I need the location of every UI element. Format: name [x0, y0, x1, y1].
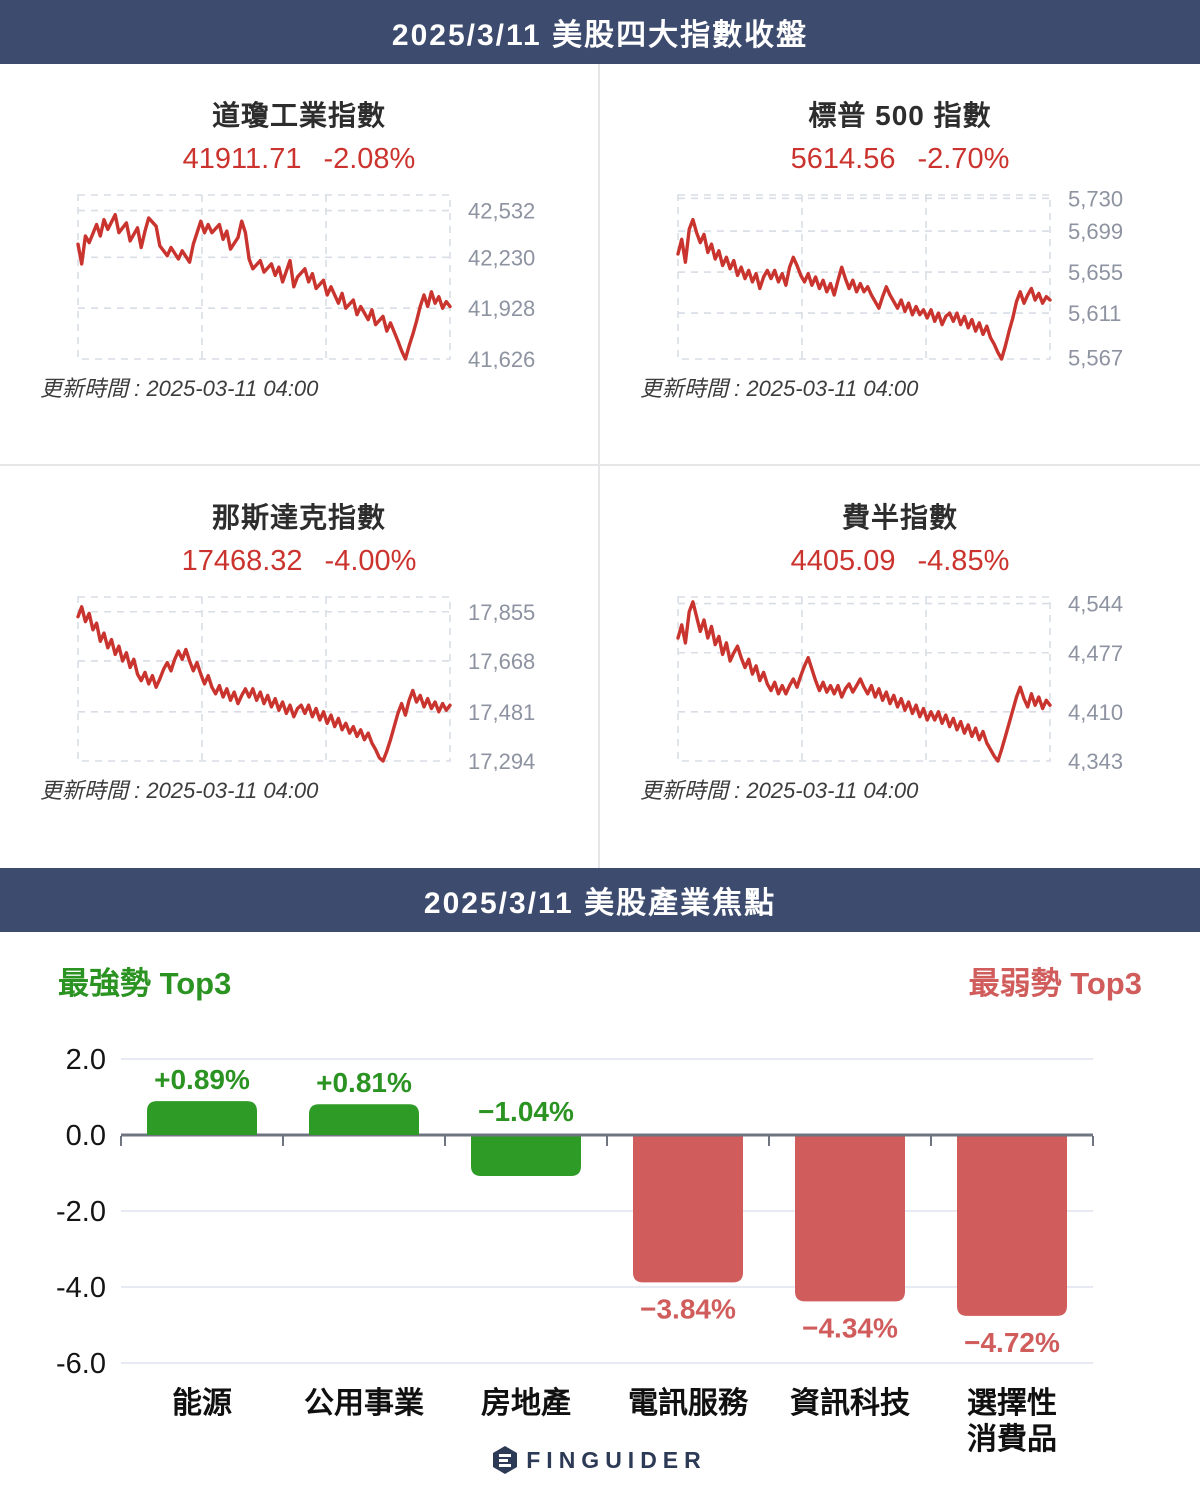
price-line	[676, 600, 1052, 763]
index-change-pct: -4.85%	[917, 545, 1010, 577]
bar-value-label: −4.34%	[802, 1312, 898, 1343]
top3-legend-row: 最強勢 Top3 最弱勢 Top3	[0, 932, 1200, 1003]
y-axis-label: 42,230	[468, 245, 535, 270]
y-axis-label: 17,481	[468, 700, 535, 725]
strongest-top3-label: 最強勢 Top3	[58, 966, 232, 1001]
sp500-line-chart: 5,730 5,699 5,655 5,611 5,567	[676, 186, 1200, 370]
plot-border	[677, 596, 1051, 762]
index-panel-sox: 費半指數 4405.09 -4.85% 4,544 4,477 4,410 4,343 …	[600, 466, 1200, 868]
bar-y-tick-label: -4.0	[56, 1272, 106, 1304]
index-title: 道瓊工業指數	[211, 100, 386, 131]
weakest-top3-label: 最弱勢 Top3	[968, 966, 1142, 1001]
price-line	[76, 213, 452, 361]
industry-section-header: 2025/3/11 美股產業焦點	[0, 868, 1200, 932]
update-time: 更新時間 : 2025-03-11 04:00	[640, 376, 919, 401]
bar-value-label: −1.04%	[478, 1096, 574, 1127]
plot-border	[77, 194, 451, 360]
price-line	[76, 605, 452, 763]
index-panel-dow: 道瓊工業指數 41911.71 -2.08% 42,532 42,230 41,928…	[0, 64, 600, 466]
index-close-value: 5614.56	[790, 143, 896, 175]
category-label: 電訊服務	[628, 1386, 749, 1420]
y-axis-label: 5,730	[1068, 189, 1123, 211]
y-axis-label: 5,655	[1068, 260, 1123, 285]
bar-value-label: −3.84%	[640, 1293, 736, 1324]
industry-bar-chart: 2.0 0.0 -2.0 -4.0 -6.0 +0.89% 能源 +0.81% 公用事業 −1.0…	[0, 1009, 1200, 1457]
industry-section-title: 2025/3/11 美股產業焦點	[423, 887, 777, 920]
y-axis-label: 4,343	[1068, 749, 1123, 771]
price-line	[676, 217, 1052, 361]
index-title: 標普 500 指數	[808, 100, 992, 131]
bar-value-label: +0.89%	[154, 1064, 250, 1095]
y-axis-label: 5,611	[1068, 301, 1121, 326]
index-panel-nasdaq: 那斯達克指數 17468.32 -4.00% 17,855 17,668 17,481…	[0, 466, 600, 868]
nasdaq-line-chart: 17,855 17,668 17,481 17,294	[76, 591, 600, 774]
indices-section-header: 2025/3/11 美股四大指數收盤	[0, 0, 1200, 64]
bar-y-tick-label: 2.0	[66, 1044, 106, 1076]
update-time: 更新時間 : 2025-03-11 04:00	[40, 376, 319, 401]
index-change-pct: -4.00%	[324, 545, 417, 577]
y-axis-label: 17,855	[468, 600, 535, 625]
index-title: 那斯達克指數	[211, 502, 386, 533]
industry-section: 最強勢 Top3 最弱勢 Top3 2.0 0.0 -2.0 -4.0 -6.0 +0.8…	[0, 932, 1200, 1457]
mini-line-chart: 42,532 42,230 41,928 41,626	[76, 194, 535, 372]
plot-border	[677, 194, 1051, 360]
mini-line-chart: 5,730 5,699 5,655 5,611 5,567	[676, 186, 1123, 370]
index-change-pct: -2.08%	[323, 143, 416, 175]
sox-line-chart: 4,544 4,477 4,410 4,343	[676, 591, 1200, 774]
indices-section-title: 2025/3/11 美股四大指數收盤	[391, 19, 809, 52]
index-close-value: 41911.71	[182, 143, 302, 175]
footer-brand: FINGUIDER	[0, 1446, 1200, 1474]
y-axis-label: 5,567	[1068, 345, 1123, 369]
bar-y-tick-label: -2.0	[56, 1196, 106, 1228]
index-quote: 17468.32 -4.00%	[40, 545, 558, 578]
index-quote: 4405.09 -4.85%	[640, 545, 1160, 578]
brand-name: FINGUIDER	[526, 1446, 707, 1473]
index-close-value: 4405.09	[790, 545, 896, 577]
category-label: 公用事業	[304, 1387, 424, 1420]
finguider-logo-icon	[493, 1446, 518, 1474]
bar-公用事業	[309, 1104, 419, 1135]
bar-y-tick-label: -6.0	[56, 1348, 106, 1380]
bar-資訊科技	[795, 1136, 905, 1302]
update-time: 更新時間 : 2025-03-11 04:00	[40, 778, 319, 803]
index-close-value: 17468.32	[181, 545, 303, 577]
mini-line-chart: 17,855 17,668 17,481 17,294	[76, 596, 535, 774]
y-axis-label: 42,532	[468, 199, 535, 224]
bar-能源	[147, 1101, 257, 1135]
y-axis-label: 4,544	[1068, 592, 1123, 617]
y-axis-label: 41,928	[468, 296, 535, 321]
update-time: 更新時間 : 2025-03-11 04:00	[640, 778, 919, 803]
mini-line-chart: 4,544 4,477 4,410 4,343	[676, 592, 1123, 774]
bar-value-label: +0.81%	[316, 1067, 412, 1098]
bar-value-label: −4.72%	[964, 1327, 1060, 1358]
bar-選擇性消費品	[957, 1136, 1067, 1316]
dow-line-chart: 42,532 42,230 41,928 41,626	[76, 189, 600, 372]
y-axis-label: 17,294	[468, 749, 535, 771]
y-axis-label: 4,410	[1068, 700, 1123, 725]
bar-電訊服務	[633, 1136, 743, 1283]
category-label: 房地產	[481, 1386, 571, 1420]
category-label: 能源	[172, 1387, 232, 1420]
index-quote: 41911.71 -2.08%	[40, 143, 558, 176]
bar-chart-canvas: 2.0 0.0 -2.0 -4.0 -6.0 +0.89% 能源 +0.81% 公用事業 −1.0…	[56, 1044, 1094, 1456]
y-axis-label: 4,477	[1068, 641, 1123, 666]
y-axis-label: 41,626	[468, 347, 535, 369]
index-quote: 5614.56 -2.70%	[640, 143, 1160, 176]
bar-房地產	[471, 1136, 581, 1177]
index-change-pct: -2.70%	[917, 143, 1010, 175]
index-title: 費半指數	[841, 502, 958, 533]
category-label: 資訊科技	[790, 1387, 910, 1420]
bar-y-tick-label: 0.0	[66, 1120, 106, 1152]
y-axis-label: 17,668	[468, 649, 535, 674]
plot-border	[77, 596, 451, 762]
indices-grid: 道瓊工業指數 41911.71 -2.08% 42,532 42,230 41,928…	[0, 64, 1200, 868]
category-label: 消費品	[967, 1423, 1057, 1456]
y-axis-label: 5,699	[1068, 219, 1123, 244]
category-label: 選擇性	[967, 1387, 1057, 1420]
index-panel-sp500: 標普 500 指數 5614.56 -2.70% 5,730 5,699 5,655 5…	[600, 64, 1200, 466]
